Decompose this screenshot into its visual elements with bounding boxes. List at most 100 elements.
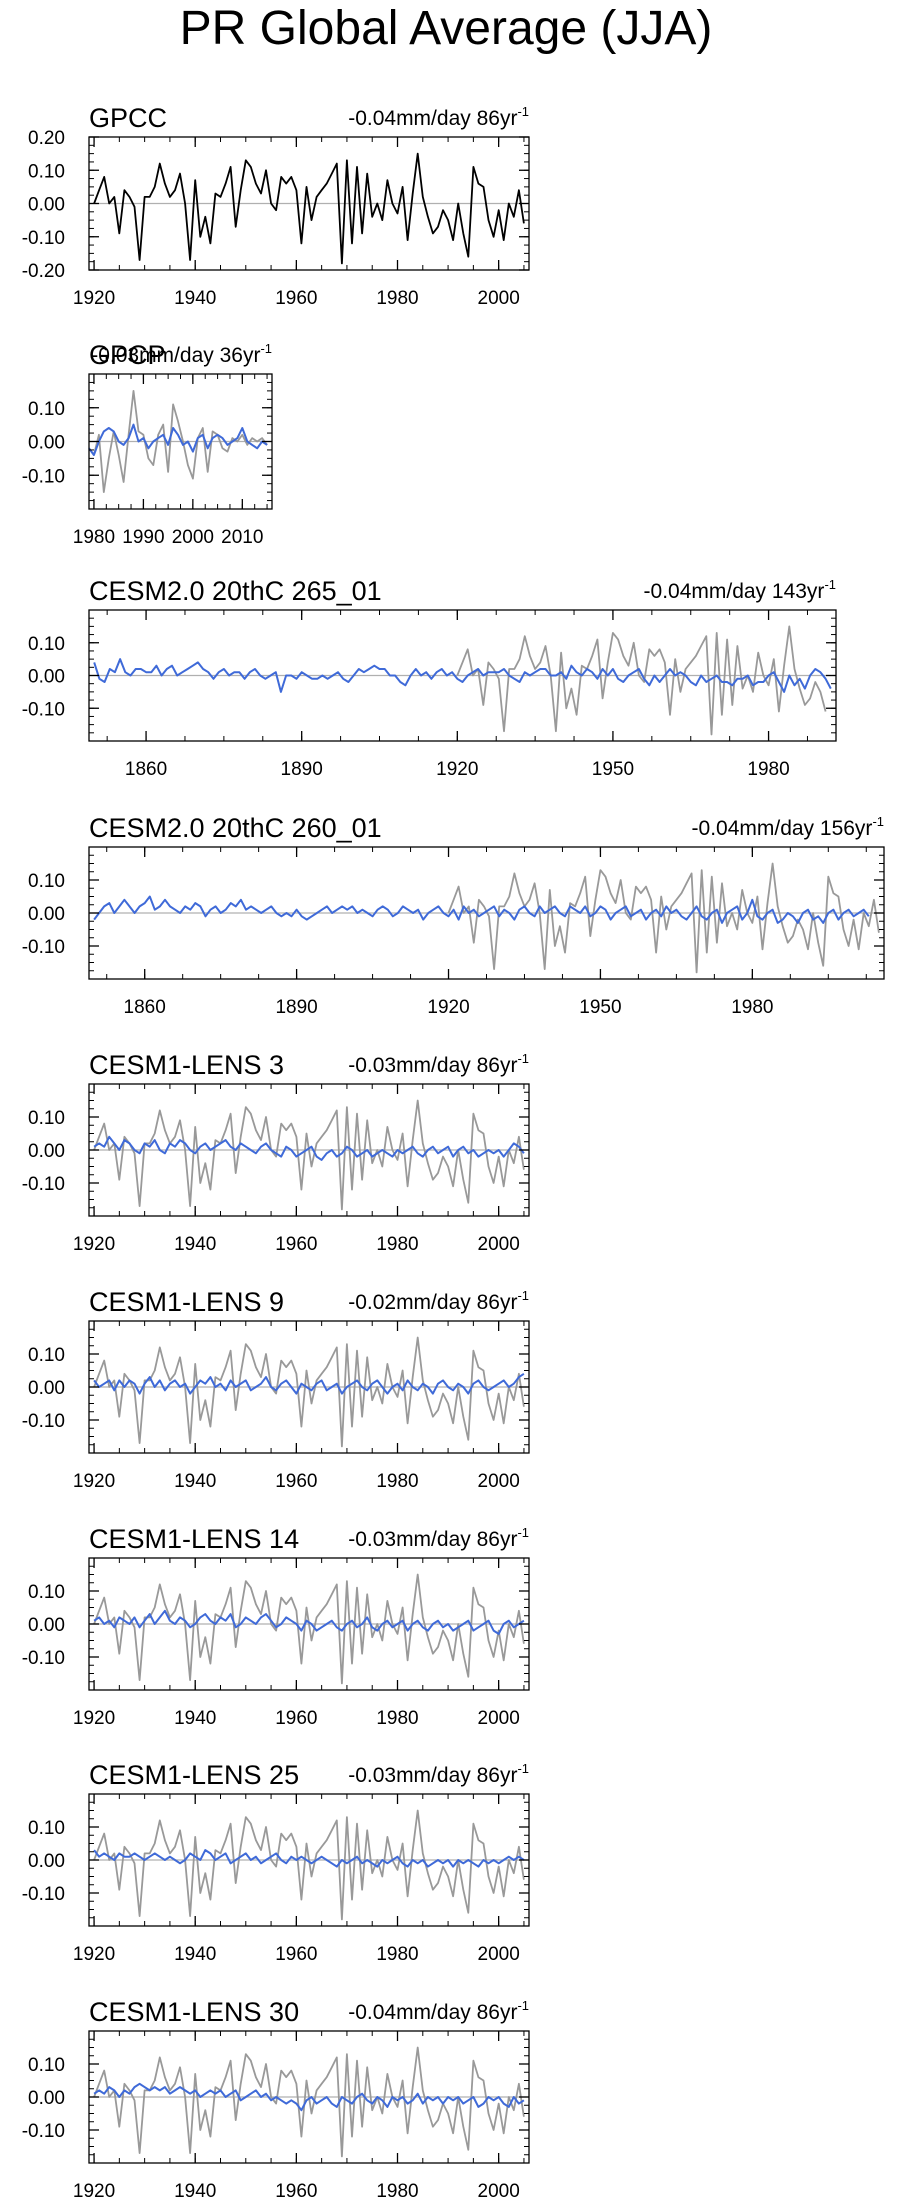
y-tick-label: -0.10 [22, 466, 65, 487]
trend-value: -0.03mm/day 86yr [348, 1054, 517, 1077]
x-tick-label: 1980 [731, 997, 773, 1018]
x-tick-label: 1980 [376, 1234, 418, 1255]
series-line-ref [93, 1099, 525, 1211]
x-tick-label: 1980 [747, 759, 789, 780]
trend-annotation: -0.03mm/day 86yr-1 [348, 1761, 529, 1787]
y-tick-label: 0.10 [28, 871, 65, 892]
x-tick-label: 1920 [73, 1471, 115, 1492]
y-tick-label: -0.20 [22, 261, 65, 282]
trend-annotation: -0.04mm/day 86yr-1 [348, 104, 529, 130]
trend-exponent: -1 [517, 1051, 529, 1066]
series-line-ref [93, 1573, 525, 1685]
y-tick-label: -0.10 [22, 228, 65, 249]
y-tick-label: 0.10 [28, 2055, 65, 2076]
x-tick-label: 1940 [174, 1234, 216, 1255]
y-tick-label: -0.10 [22, 699, 65, 720]
trend-exponent: -1 [517, 1761, 529, 1776]
y-tick-label: 0.00 [28, 667, 65, 688]
series-line-model [93, 1849, 525, 1868]
y-tick-label: 0.00 [28, 195, 65, 216]
panel-title: CESM2.0 20thC 260_01 [89, 813, 382, 843]
x-tick-label: 1950 [592, 759, 634, 780]
x-tick-label: 2000 [478, 2181, 520, 2202]
x-tick-label: 1940 [174, 1471, 216, 1492]
panel: CESM1-LENS 14 -0.03mm/day 86yr-1 1920 1940 1… [22, 1524, 530, 1729]
x-tick-label: 2000 [478, 1234, 520, 1255]
panel: GPCP-0.03mm/day 36yr-1 1980 1990 2000 2010 -0… [22, 340, 273, 548]
trend-exponent: -1 [872, 814, 884, 829]
x-tick-label: 1990 [122, 527, 164, 548]
x-tick-label: 1940 [174, 1944, 216, 1965]
panel-title: GPCC [89, 103, 167, 133]
x-tick-label: 1920 [73, 288, 115, 309]
series-line-model [93, 1609, 525, 1635]
y-tick-label: 0.00 [28, 1141, 65, 1162]
x-tick-label: 1860 [124, 997, 166, 1018]
panel: CESM2.0 20thC 265_01 -0.04mm/day 143yr-1 1… [22, 576, 837, 780]
trend-annotation: -0.04mm/day 143yr-1 [644, 577, 836, 603]
x-tick-label: 2000 [172, 527, 214, 548]
x-tick-label: 1950 [579, 997, 621, 1018]
trend-annotation: -0.04mm/day 86yr-1 [348, 1998, 529, 2024]
trend-exponent: -1 [517, 1998, 529, 2013]
y-tick-label: 0.10 [28, 1345, 65, 1366]
series-line-ref [93, 1336, 525, 1448]
y-tick-label: -0.10 [22, 937, 65, 958]
trend-exponent: -1 [824, 577, 836, 592]
series-line-model [88, 423, 268, 456]
trend-annotation: -0.02mm/day 86yr-1 [348, 1288, 529, 1314]
x-tick-label: 1920 [73, 1944, 115, 1965]
panel: CESM1-LENS 30 -0.04mm/day 86yr-1 1920 1940 1… [22, 1997, 530, 2202]
series-line-model [93, 895, 870, 924]
series-line-model [93, 1135, 525, 1161]
x-tick-label: 2000 [478, 1708, 520, 1729]
y-tick-label: 0.10 [28, 1818, 65, 1839]
panel-title: CESM1-LENS 30 [89, 1997, 299, 2027]
y-tick-label: 0.10 [28, 1582, 65, 1603]
x-tick-label: 1980 [376, 1471, 418, 1492]
trend-value: -0.03mm/day 36yr [91, 344, 260, 367]
y-tick-label: 0.00 [28, 1851, 65, 1872]
x-tick-label: 1960 [275, 1944, 317, 1965]
x-tick-label: 1940 [174, 1708, 216, 1729]
x-tick-label: 1980 [376, 1708, 418, 1729]
x-tick-label: 1960 [275, 1234, 317, 1255]
x-tick-label: 2010 [221, 527, 263, 548]
x-tick-label: 1980 [376, 288, 418, 309]
panel-title: CESM1-LENS 3 [89, 1050, 284, 1080]
y-tick-label: 0.00 [28, 2088, 65, 2109]
x-tick-label: 1980 [73, 527, 115, 548]
x-tick-label: 2000 [478, 1471, 520, 1492]
trend-annotation: -0.03mm/day 86yr-1 [348, 1525, 529, 1551]
y-tick-label: 0.00 [28, 1615, 65, 1636]
x-tick-label: 1960 [275, 1471, 317, 1492]
trend-value: -0.04mm/day 143yr [644, 580, 825, 603]
trend-annotation: -0.03mm/day 86yr-1 [348, 1051, 529, 1077]
y-tick-label: 0.00 [28, 904, 65, 925]
trend-exponent: -1 [517, 1288, 529, 1303]
y-tick-label: -0.10 [22, 1411, 65, 1432]
panel: CESM2.0 20thC 260_01 -0.04mm/day 156yr-1 1… [22, 813, 885, 1018]
trend-exponent: -1 [517, 104, 529, 119]
trend-value: -0.04mm/day 86yr [348, 107, 517, 130]
x-tick-label: 1960 [275, 2181, 317, 2202]
x-tick-label: 1920 [73, 2181, 115, 2202]
panel: CESM1-LENS 9 -0.02mm/day 86yr-1 1920 1940 19… [22, 1287, 530, 1492]
series-line-ref [456, 625, 827, 736]
x-tick-label: 2000 [478, 1944, 520, 1965]
series-line-model [93, 2082, 525, 2112]
x-tick-label: 1940 [174, 288, 216, 309]
y-tick-label: 0.00 [28, 1378, 65, 1399]
trend-value: -0.04mm/day 86yr [348, 2001, 517, 2024]
x-tick-label: 1920 [73, 1708, 115, 1729]
series-line-ref [93, 1809, 525, 1921]
x-tick-label: 1940 [174, 2181, 216, 2202]
trend-value: -0.03mm/day 86yr [348, 1528, 517, 1551]
trend-annotation: -0.04mm/day 156yr-1 [692, 814, 884, 840]
x-tick-label: 2000 [478, 288, 520, 309]
panel-title: GPCP [89, 340, 166, 370]
x-tick-label: 1980 [376, 1944, 418, 1965]
series-line-obs [93, 152, 525, 265]
